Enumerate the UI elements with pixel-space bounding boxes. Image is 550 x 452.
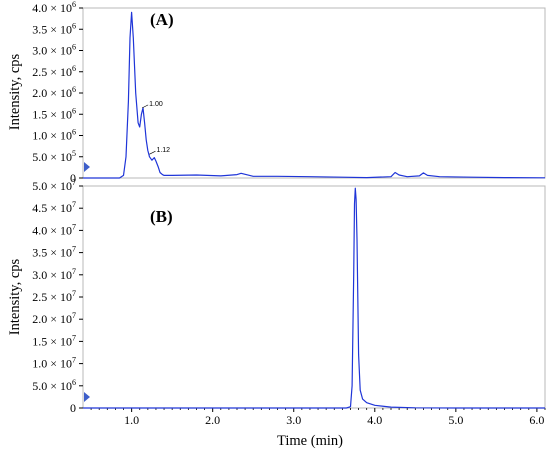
panel-b-label: (B) (150, 207, 173, 226)
panel-b-plot-area (82, 185, 546, 409)
panel-b-y-tick-label: 3.5 × 107 (32, 245, 76, 260)
panel-a-baseline-marker-icon (84, 162, 90, 172)
peak-annotation-leader (142, 104, 149, 109)
panel-b-y-tick-label: 3.0 × 107 (32, 267, 76, 282)
panel-a-y-tick-label: 1.5 × 106 (32, 106, 76, 121)
panel-b-y-tick-label: 5.0 × 107 (32, 178, 76, 193)
panel-a-plot-area (82, 7, 546, 179)
panel-b-x-axis-ticks: 1.0 2.0 3.0 4.0 5.0 6.0 (90, 408, 546, 427)
x-tick-label: 6.0 (529, 413, 544, 427)
x-axis-title: Time (min) (277, 433, 343, 449)
panel-b-y-tick-label: 2.5 × 107 (32, 289, 76, 304)
x-tick-label: 3.0 (286, 413, 301, 427)
panel-b-y-tick-label: 4.5 × 107 (32, 200, 76, 215)
panel-b-y-axis-label: Intensity, cps (7, 258, 23, 335)
panel-a-y-tick-label: 2.0 × 106 (32, 85, 76, 100)
panel-a-y-axis-label: Intensity, cps (7, 53, 23, 130)
panel-a-y-tick-label: 3.0 × 106 (32, 43, 76, 58)
panel-a-y-tick-label: 4.0 × 106 (32, 0, 76, 15)
panel-b-y-tick-label: 5.0 × 106 (32, 378, 76, 393)
panel-a-chromatogram-trace (83, 11, 546, 179)
panel-b-y-tick-label: 1.5 × 107 (32, 333, 76, 348)
panel-a-series (83, 11, 546, 179)
panel-b-y-tick-label: 2.0 × 107 (32, 311, 76, 326)
panel-a-y-tick-label: 5.0 × 105 (32, 149, 76, 164)
panel-a-y-axis-ticks: 0 5.0 × 105 1.0 × 106 1.5 × 106 2.0 × 106 2.5… (32, 0, 83, 185)
panel-a-y-tick-label: 1.0 × 106 (32, 128, 76, 143)
panel-b-chromatogram-trace (83, 187, 545, 409)
x-tick-label: 4.0 (367, 413, 382, 427)
panel-a-label: (A) (150, 10, 174, 29)
panel-b-y-axis-ticks: 0 5.0 × 106 1.0 × 107 1.5 × 107 2.0 × 107 2.5… (32, 178, 83, 415)
panel-a-y-tick-label: 3.5 × 106 (32, 21, 76, 36)
chromatogram-panel-b: 0 5.0 × 106 1.0 × 107 1.5 × 107 2.0 × 107 2.5… (7, 178, 546, 449)
panel-b-y-tick-label: 4.0 × 107 (32, 222, 76, 237)
panel-b-y-tick-label: 1.0 × 107 (32, 356, 76, 371)
peak-annotation-label: 1.12 (156, 147, 170, 154)
panel-a-peak-annotations: 1.00 1.12 (142, 101, 170, 155)
peak-annotation-leader (149, 150, 156, 155)
panel-a-y-tick-label: 0 (70, 171, 76, 185)
x-tick-label: 2.0 (205, 413, 220, 427)
panel-b-baseline-marker-icon (84, 392, 90, 402)
chromatogram-panel-a: 0 5.0 × 105 1.0 × 106 1.5 × 106 2.0 × 106 2.5… (7, 0, 546, 185)
panel-a-y-tick-label: 2.5 × 106 (32, 64, 76, 79)
panel-b-y-tick-label: 0 (70, 401, 76, 415)
x-tick-label: 1.0 (124, 413, 139, 427)
panel-b-series (83, 187, 545, 409)
x-tick-label: 5.0 (448, 413, 463, 427)
peak-annotation-label: 1.00 (149, 101, 163, 108)
